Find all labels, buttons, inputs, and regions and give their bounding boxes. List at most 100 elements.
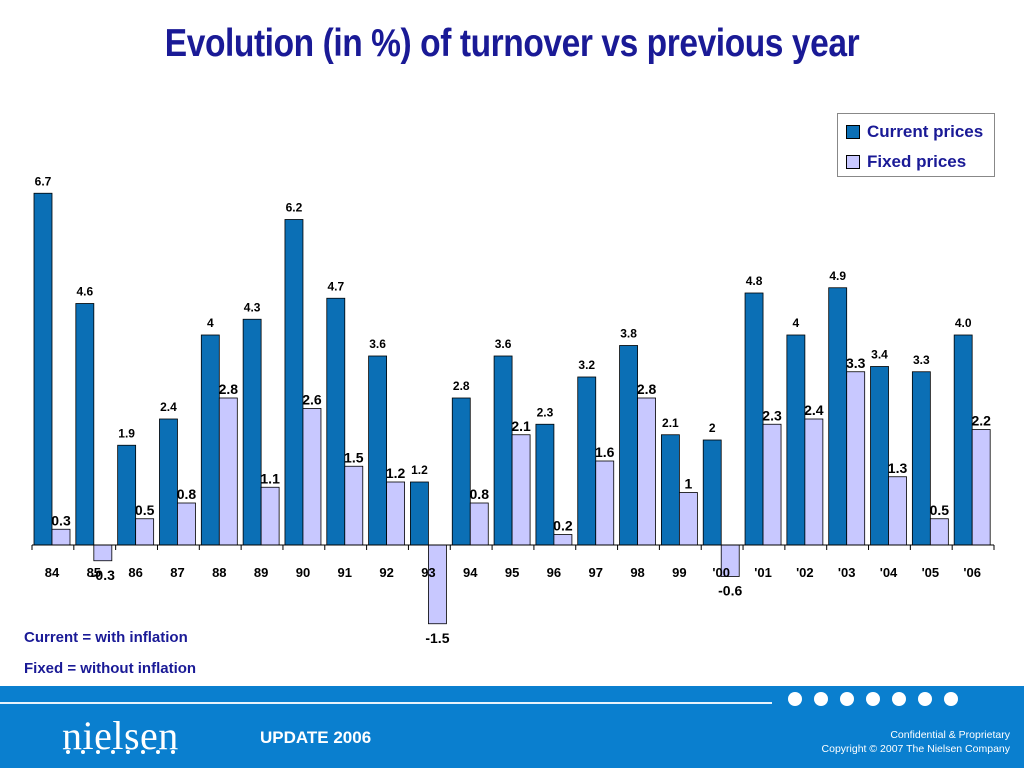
data-label-fixed: 0.5 [135, 502, 155, 518]
page-title: Evolution (in %) of turnover vs previous… [164, 22, 860, 65]
data-label-current: 2 [709, 421, 716, 435]
x-tick-label: '02 [796, 565, 814, 580]
data-label-current: 6.2 [286, 201, 303, 215]
data-label-current: 1.2 [411, 463, 428, 477]
bar-fixed [344, 465, 364, 546]
x-tick-label: 89 [254, 565, 268, 580]
data-label-current: 4.9 [829, 269, 846, 283]
bar-current [870, 366, 889, 546]
bar-current [702, 439, 722, 546]
data-label-current: 3.3 [913, 353, 930, 367]
footer-dots [788, 692, 958, 706]
bar-fixed [386, 481, 406, 546]
data-label-fixed: 0.5 [930, 502, 950, 518]
logo-dots [66, 750, 175, 754]
data-label-fixed: 2.6 [302, 392, 322, 408]
data-label-current: 4 [793, 316, 800, 330]
footer-divider [0, 702, 772, 704]
data-label-current: 6.7 [35, 174, 52, 188]
bar-fixed [135, 518, 155, 546]
bar-fixed [929, 518, 949, 546]
logo-dot [81, 750, 85, 754]
legend-swatch-fixed [846, 155, 860, 169]
data-label-current: 2.3 [537, 405, 554, 419]
data-label-current: 3.6 [495, 337, 512, 351]
logo-dot [171, 750, 175, 754]
footer-dot [944, 692, 958, 706]
logo-dot [156, 750, 160, 754]
legend-item-current: Current prices [846, 122, 983, 142]
data-label-fixed: 1 [684, 476, 692, 492]
x-tick-label: 92 [379, 565, 393, 580]
data-label-fixed: 0.8 [470, 486, 490, 502]
x-tick-label: 97 [589, 565, 603, 580]
footer-dot [788, 692, 802, 706]
bar-fixed [553, 534, 573, 546]
note-fixed: Fixed = without inflation [24, 660, 197, 677]
bar-chart: 6.7 0.3 84 4.6 -0.385 1.9 0.5 86 2.4 0.8 87 4 2.8 88 4… [31, 174, 995, 646]
x-tick-label: '00 [712, 565, 730, 580]
data-label-fixed: 1.2 [386, 465, 406, 481]
note-current: Current = with inflation [24, 629, 188, 646]
x-tick-label: 90 [296, 565, 310, 580]
data-label-current: 3.8 [620, 327, 637, 341]
bar-current [577, 376, 597, 546]
x-tick-label: '04 [880, 565, 898, 580]
data-label-fixed: 2.3 [762, 407, 782, 423]
data-label-current: 4.6 [76, 285, 93, 299]
data-label-current: 2.1 [662, 416, 679, 430]
bar-fixed [888, 476, 907, 546]
data-label-current: 2.8 [453, 379, 470, 393]
bar-fixed [51, 528, 71, 546]
x-tick-label: '01 [754, 565, 772, 580]
x-tick-label: '05 [922, 565, 940, 580]
data-label-fixed: 1.3 [888, 460, 908, 476]
bar-current [410, 481, 429, 546]
x-tick-label: 96 [547, 565, 561, 580]
data-label-fixed: 2.4 [804, 402, 824, 418]
bar-current [33, 192, 53, 546]
footer-dot [892, 692, 906, 706]
bar-fixed [428, 544, 447, 625]
bar-fixed [511, 434, 531, 546]
x-tick-label: 85 [87, 565, 101, 580]
bar-fixed [804, 418, 824, 546]
bar-fixed [218, 397, 238, 546]
data-label-current: 4.8 [746, 274, 763, 288]
bar-current [75, 303, 95, 546]
data-label-fixed: 2.8 [219, 381, 239, 397]
data-label-current: 2.4 [160, 400, 177, 414]
bar-current [786, 334, 806, 546]
data-label-current: 4.7 [327, 279, 344, 293]
logo-dot [126, 750, 130, 754]
confidential-text: Confidential & Proprietary [890, 729, 1010, 741]
x-tick-label: 88 [212, 565, 226, 580]
bar-fixed [971, 429, 991, 546]
bar-current [953, 334, 973, 546]
bar-current [159, 418, 178, 546]
bar-fixed [93, 544, 113, 562]
bar-current [200, 334, 220, 546]
logo-dot [96, 750, 100, 754]
data-label-fixed: 0.8 [177, 486, 197, 502]
bar-fixed [177, 502, 196, 546]
x-tick-label: '06 [963, 565, 981, 580]
bar-fixed [678, 492, 698, 546]
data-label-fixed: 2.2 [971, 413, 991, 429]
footer-dot [814, 692, 828, 706]
bar-current [744, 292, 764, 546]
logo-dot [141, 750, 145, 754]
x-tick-label: 93 [421, 565, 435, 580]
bar-fixed [595, 460, 615, 546]
data-label-current: 3.4 [871, 348, 888, 362]
bar-fixed [846, 371, 866, 546]
data-label-current: 4 [207, 316, 214, 330]
legend-item-fixed: Fixed prices [846, 152, 966, 172]
x-tick-label: 87 [170, 565, 184, 580]
bar-current [284, 219, 304, 546]
bar-current [619, 345, 638, 546]
footer-bar: nielsen UPDATE 2006 Confidential & Propr… [0, 686, 1024, 768]
bar-current [451, 397, 471, 546]
legend-label-current: Current prices [867, 122, 984, 141]
data-label-fixed: 1.6 [595, 444, 615, 460]
